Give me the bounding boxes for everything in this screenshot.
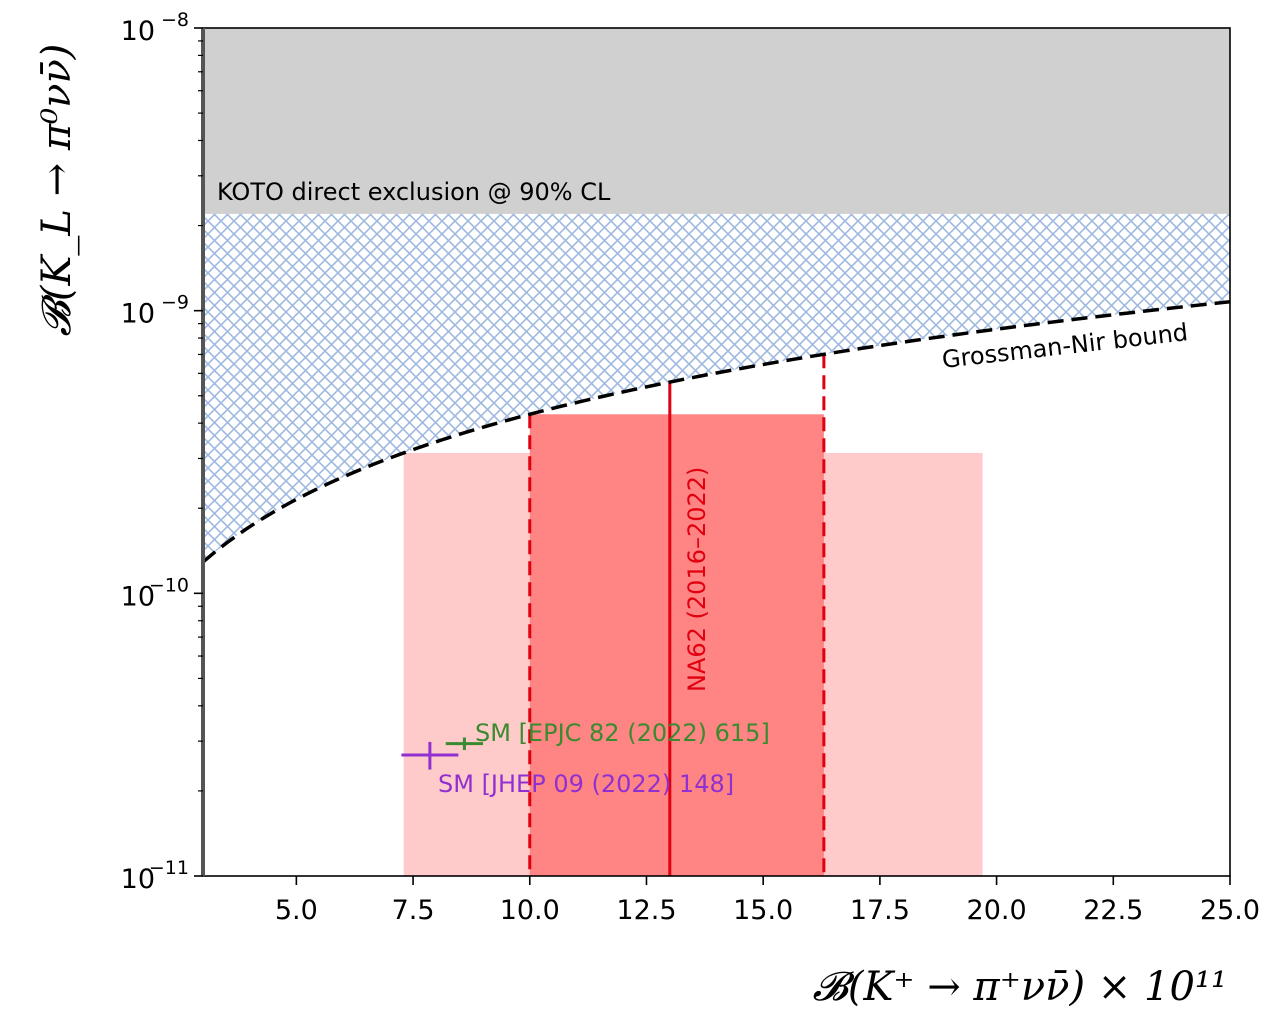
- y-tick-exponent: −11: [149, 857, 189, 879]
- x-tick-label: 20.0: [967, 895, 1027, 926]
- x-tick-label: 5.0: [275, 895, 318, 926]
- sm-point-0: [445, 737, 484, 751]
- y-tick-label: 10: [121, 16, 155, 47]
- y-tick-exponent: −8: [161, 9, 189, 31]
- y-tick-exponent: −10: [149, 574, 189, 596]
- y-tick-label: 10: [121, 581, 155, 612]
- x-axis: 5.0 7.5 10.0 12.5 15.0 17.5 20.0 22.5 25.0: [275, 876, 1260, 926]
- x-tick-label: 10.0: [500, 895, 560, 926]
- y-tick-label: 10: [121, 864, 155, 895]
- na62-label: NA62 (2016–2022): [683, 467, 711, 692]
- na62-inner-band: [529, 414, 824, 876]
- x-tick-label: 15.0: [733, 895, 793, 926]
- x-tick-label: 25.0: [1200, 895, 1260, 926]
- left-spine: [201, 28, 205, 876]
- sm-point-1: [401, 741, 459, 770]
- grossman-nir-bound-line: [203, 300, 1230, 564]
- plot-area: [203, 28, 1230, 876]
- koto-label: KOTO direct exclusion @ 90% CL: [217, 178, 611, 206]
- x-axis-title: 𝓑(K⁺ → π⁺νν̄) × 10¹¹: [813, 964, 1227, 1009]
- x-tick-label: 22.5: [1083, 895, 1143, 926]
- koto-exclusion-region: [203, 28, 1230, 214]
- y-tick-exponent: −9: [161, 292, 189, 314]
- y-axis-title: 𝓑(K_L → π⁰νν̄): [34, 44, 80, 337]
- x-tick-label: 7.5: [392, 895, 435, 926]
- sm-points: [401, 737, 484, 770]
- x-tick-label: 17.5: [850, 895, 910, 926]
- sm-jhep-label: SM [JHEP 09 (2022) 148]: [438, 770, 734, 798]
- x-tick-label: 12.5: [616, 895, 676, 926]
- y-tick-label: 10: [121, 299, 155, 330]
- sm-epjc-label: SM [EPJC 82 (2022) 615]: [475, 719, 770, 747]
